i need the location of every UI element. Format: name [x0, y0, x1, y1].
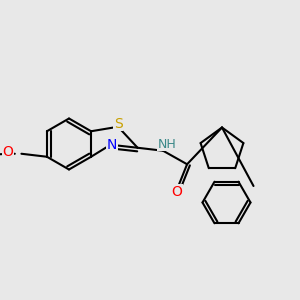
Text: N: N: [107, 138, 117, 152]
Text: O: O: [2, 145, 14, 159]
Text: O: O: [171, 185, 182, 199]
Text: S: S: [114, 117, 122, 131]
Text: NH: NH: [157, 138, 176, 151]
